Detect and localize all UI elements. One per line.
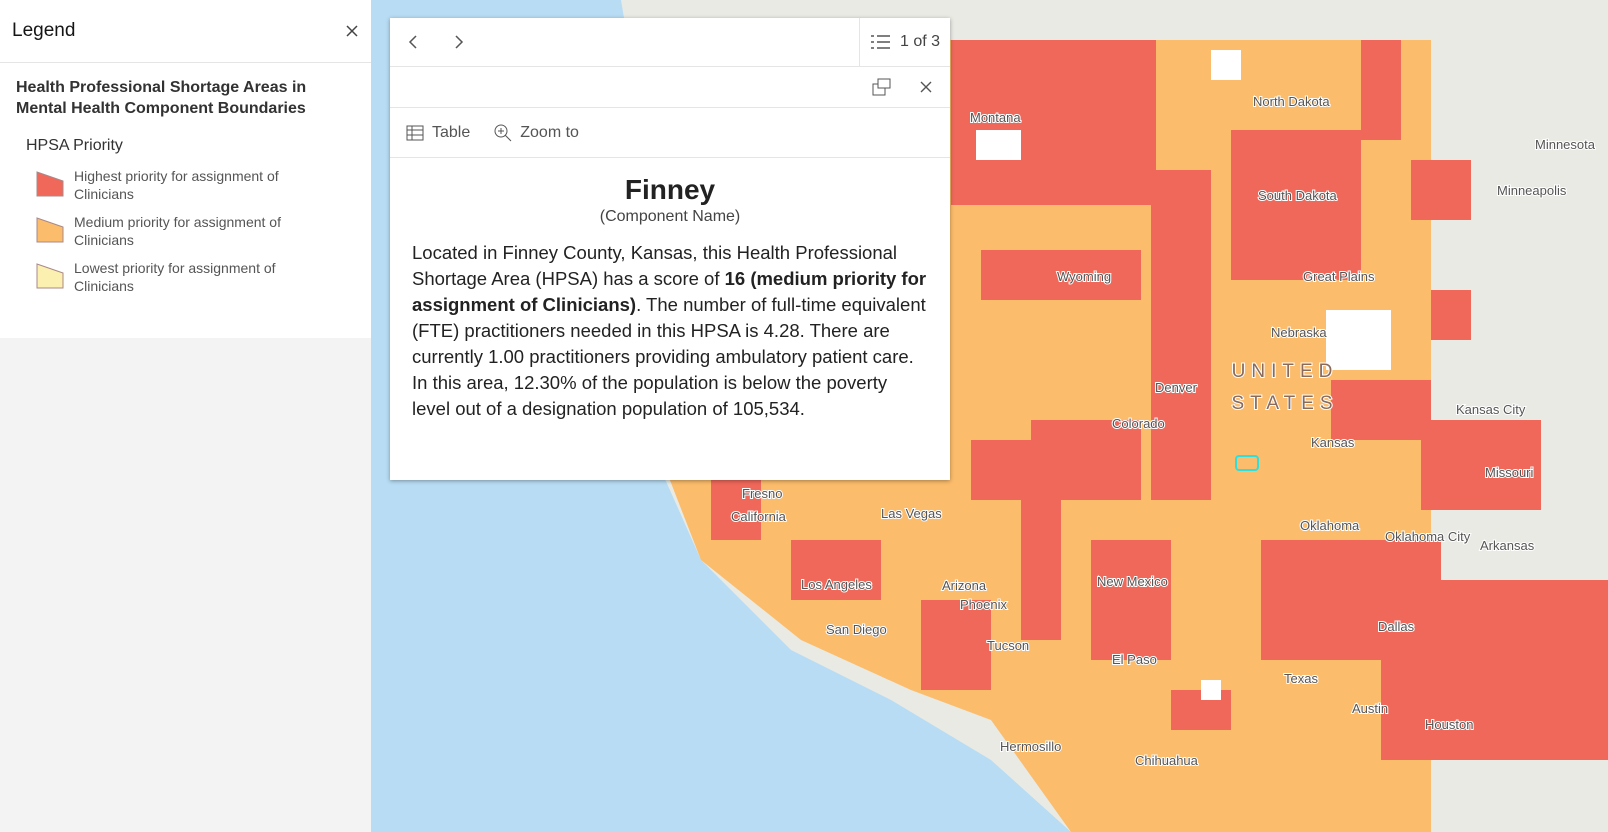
map-label: California (731, 509, 787, 524)
map-label: Dallas (1378, 619, 1415, 634)
map-label: Minneapolis (1497, 183, 1567, 198)
legend-panel: Legend Health Professional Shortage Area… (0, 0, 372, 832)
popup-title: Finney (624, 174, 716, 205)
map-label: Austin (1352, 701, 1388, 716)
map-label: Houston (1425, 717, 1473, 732)
legend-header: Legend (0, 0, 371, 63)
feature-menu[interactable]: 1 of 3 (858, 18, 950, 66)
map-label: Colorado (1112, 416, 1165, 431)
map-label: New Mexico (1097, 574, 1168, 589)
map-label: Tucson (987, 638, 1029, 653)
legend-label: Medium priority for assignment of Clinic… (74, 214, 281, 248)
map-label: Missouri (1485, 465, 1534, 480)
legend-label: Lowest priority for assignment of Clinic… (74, 260, 276, 294)
map-label: Nebraska (1271, 325, 1327, 340)
legend-items: Highest priority for assignment of Clini… (0, 163, 371, 301)
map-label: Oklahoma City (1385, 529, 1471, 544)
map-label: Fresno (742, 486, 782, 501)
map-label: Denver (1155, 380, 1198, 395)
legend-item: Medium priority for assignment of Clinic… (0, 209, 371, 255)
dock-button[interactable] (872, 78, 892, 96)
legend-item: Lowest priority for assignment of Clinic… (0, 255, 371, 301)
zoom-button[interactable]: Zoom to (494, 124, 579, 142)
map-label: Las Vegas (881, 506, 942, 521)
action-label: Table (432, 123, 471, 141)
field-title: HPSA Priority (26, 137, 123, 154)
map-labels: Montana North Dakota Minnesota South Dakota… (730, 93, 1597, 769)
counter: 1 of 3 (899, 33, 940, 50)
legend-box: Legend Health Professional Shortage Area… (0, 0, 371, 338)
legend-label: Highest priority for assignment of Clini… (74, 168, 279, 202)
map-label: Minnesota (1535, 137, 1596, 152)
map-label: Chihuahua (1135, 753, 1199, 768)
bold-text: 16 (medium priority for assignment of Cl… (412, 268, 927, 315)
popup-body: Located in Finney County, Kansas, this H… (390, 226, 950, 422)
popup-actions: Table Zoom to (390, 108, 950, 158)
close-button[interactable] (345, 24, 359, 38)
popup: 1 of 3 Table Zoom to Finney (Component N… (390, 18, 950, 480)
map-label: Phoenix (960, 597, 1007, 612)
close-button[interactable] (920, 81, 932, 93)
map-label: El Paso (1112, 652, 1157, 667)
pager-arrows[interactable] (408, 32, 488, 52)
map-label: Kansas City (1456, 402, 1526, 417)
text: Located in Finney County, Kansas, this H… (412, 242, 898, 289)
legend-item: Highest priority for assignment of Clini… (0, 163, 371, 209)
map-label: UNITED (1232, 361, 1339, 382)
map-label: Arizona (942, 578, 987, 593)
layer-title: Health Professional Shortage Areas in Me… (16, 79, 307, 117)
swatch (36, 263, 64, 289)
map-label: North Dakota (1253, 94, 1330, 109)
text: . The number of full-time equivalent (FT… (412, 294, 926, 419)
swatch (36, 171, 64, 197)
map-label: Texas (1284, 671, 1318, 686)
table-button[interactable]: Table (406, 124, 470, 142)
map-label: Hermosillo (1000, 739, 1061, 754)
map-label: Great Plains (1303, 269, 1375, 284)
popup-nav: 1 of 3 (390, 18, 950, 67)
action-label: Zoom to (520, 123, 579, 141)
map-label: Montana (970, 110, 1021, 125)
map-label: Kansas (1311, 435, 1355, 450)
popup-toolbar (390, 67, 950, 108)
map-label: Arkansas (1480, 538, 1535, 553)
map-label: San Diego (826, 622, 887, 637)
legend-title: Legend (12, 20, 76, 41)
swatch (36, 217, 64, 243)
map-label: Los Angeles (801, 577, 872, 592)
map-label: STATES (1231, 393, 1338, 414)
map-label: South Dakota (1258, 188, 1338, 203)
map-label: Oklahoma (1300, 518, 1360, 533)
map-label: Wyoming (1057, 269, 1111, 284)
popup-subtitle: (Component Name) (599, 208, 741, 225)
